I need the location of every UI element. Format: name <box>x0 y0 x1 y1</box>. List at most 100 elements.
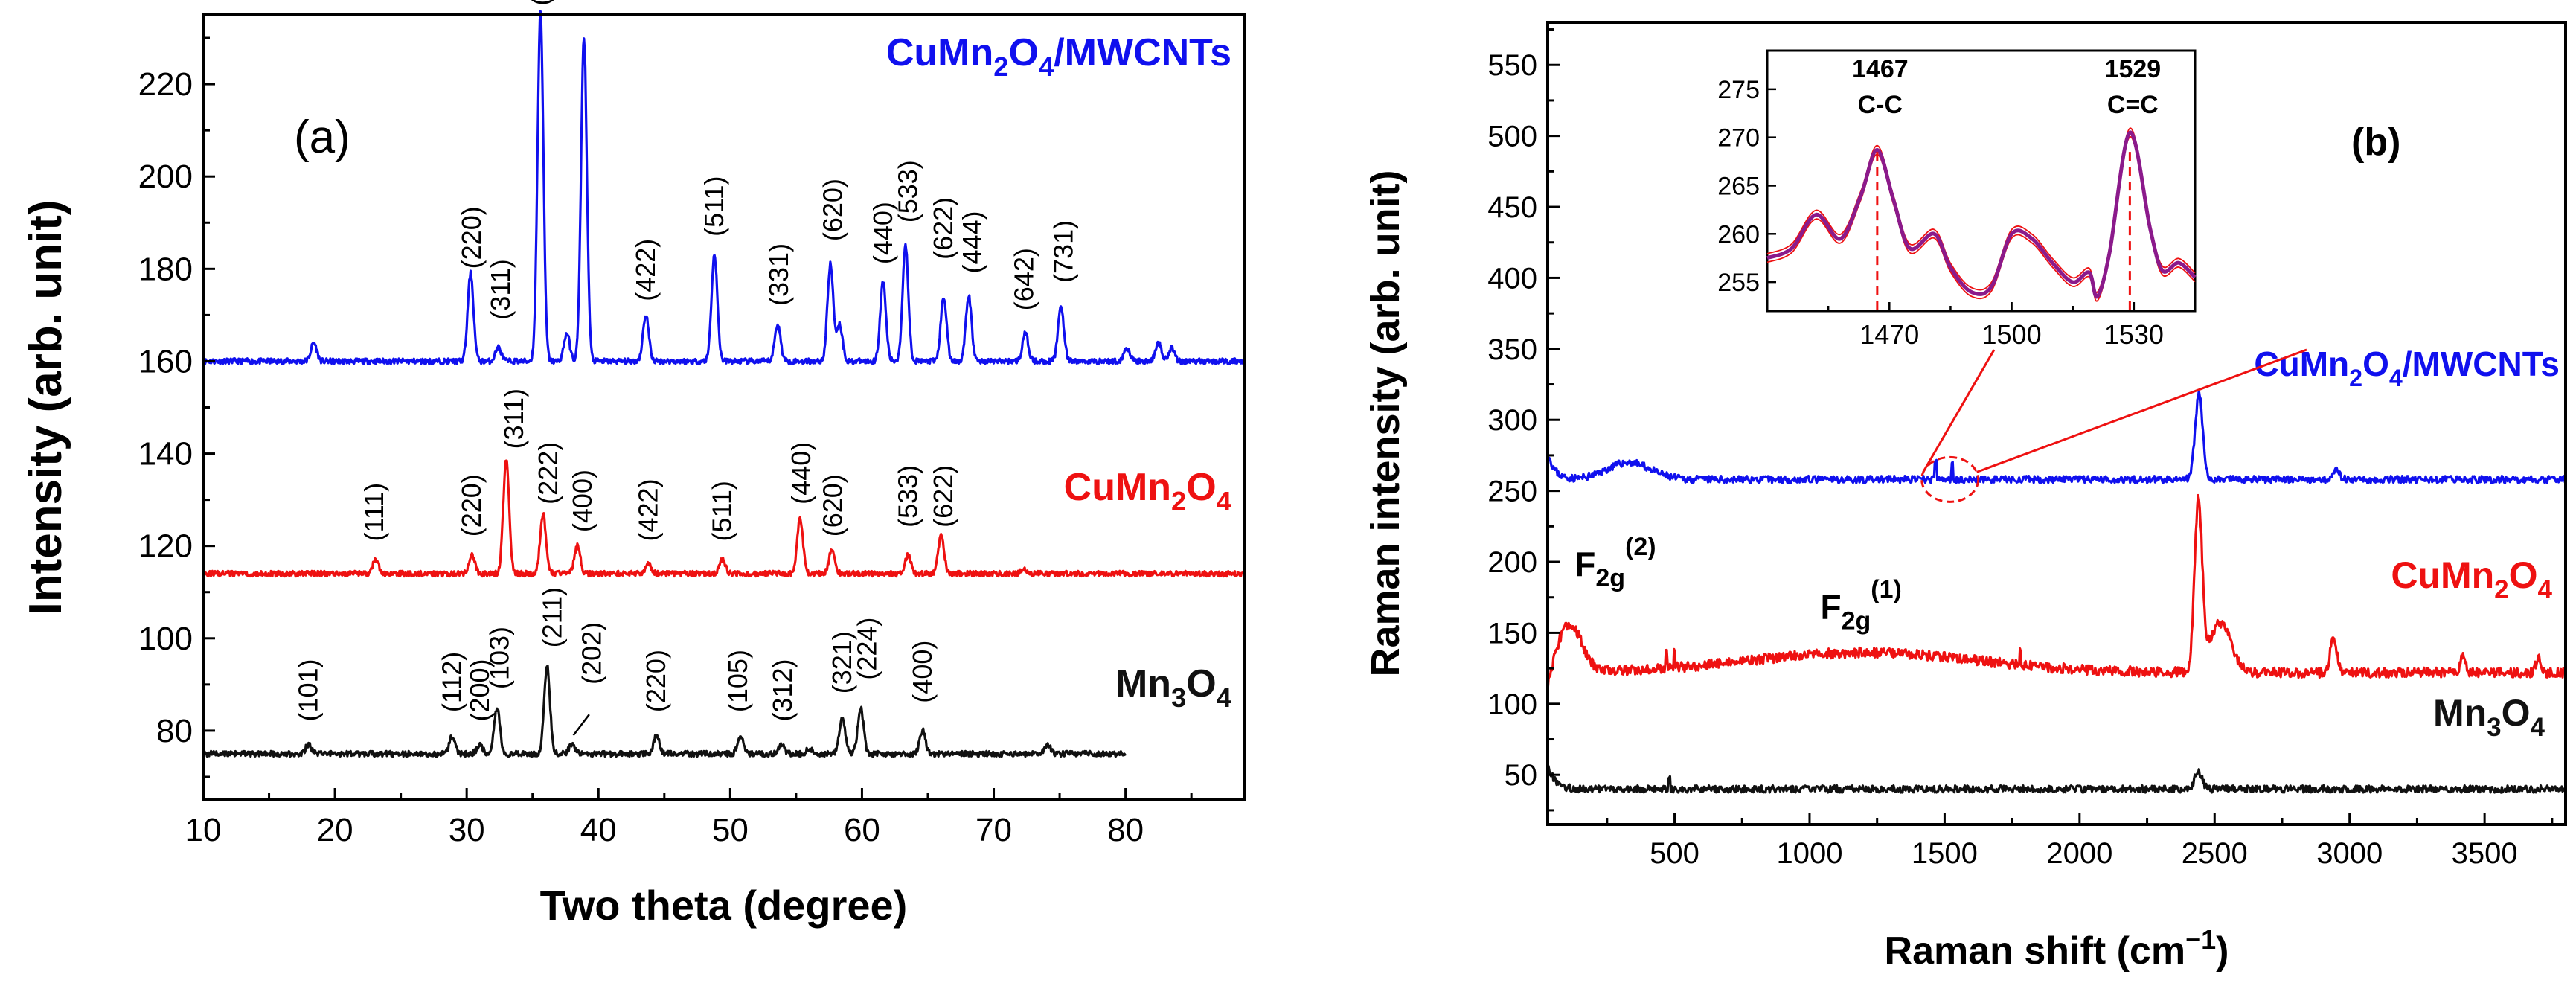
a-series-label-mn3o4-label-mid: O <box>1186 662 1216 705</box>
band-label-sub: 2g <box>1842 606 1871 635</box>
inset-frame <box>1766 49 2197 313</box>
panel-a-curves <box>202 10 1246 758</box>
a-y-tick-label: 160 <box>138 343 193 380</box>
peak-label-cumn2o4-mwcnts-440: (440) <box>868 202 898 264</box>
b-x-tick-label: 3000 <box>2316 837 2383 870</box>
raman-line-mn3o4 <box>1546 764 2566 794</box>
a-series-label-cumn2o4-mwcnts-label-tail: /MWCNTs <box>1054 31 1231 74</box>
a-x-tick-label: 10 <box>185 812 222 848</box>
panel-b-x-title-sup: −1 <box>2185 924 2216 955</box>
b-y-tick-label: 50 <box>1505 759 1538 792</box>
panel-b-raman-chart: 500 1000 1500 2000 2500 3000 35005010015020025… <box>1363 21 2567 973</box>
a-series-label-cumn2o4-mwcnts: CuMn2O4/MWCNTs <box>886 31 1231 82</box>
inset-x-tick-label: 1530 <box>2104 319 2164 350</box>
b-y-tick-label: 100 <box>1487 688 1537 721</box>
b-x-tick-label: 500 <box>1650 837 1699 870</box>
panel-b-label: (b) <box>2351 121 2400 164</box>
band-label-main: F <box>1820 587 1841 626</box>
b-series-label-mn3o4-label-sub2: 4 <box>2531 713 2545 742</box>
peak-label-mn3o4-224: (224) <box>852 618 882 680</box>
a-y-tick-label: 100 <box>138 621 193 657</box>
peak-label-cumn2o4-mwcnts-731: (731) <box>1048 220 1078 283</box>
inset-y-tick-label: 265 <box>1717 172 1760 200</box>
peak-label-cumn2o4-mwcnts-444: (444) <box>957 211 987 273</box>
b-y-tick-label: 250 <box>1487 476 1537 508</box>
peak-label-cumn2o4-mwcnts-331: (331) <box>763 243 794 306</box>
b-y-tick-label: 550 <box>1487 49 1537 82</box>
raman-line-cumn2o4 <box>1546 493 2566 691</box>
b-series-label-mn3o4-label-main: Mn <box>2433 692 2487 734</box>
a-series-label-cumn2o4: CuMn2O4 <box>1064 466 1232 516</box>
b-y-tick-label: 150 <box>1487 617 1537 650</box>
xrd-line-cumn2o4-mwcnts <box>202 10 1246 365</box>
peak-label-cumn2o4-620: (620) <box>817 474 848 537</box>
peak-label-cumn2o4-mwcnts-511: (511) <box>699 176 729 237</box>
a-series-label-cumn2o4-mwcnts-label-sub1: 2 <box>993 51 1008 82</box>
inset-peak-bond-c-c: C=C <box>2107 91 2159 119</box>
inset-chart: 1470 1500 1530 255 260 265 270 275 1467 C-C 1529 C… <box>1717 49 2197 350</box>
band-label-sub: 2g <box>1595 564 1625 592</box>
peak-label-cumn2o4-mwcnts-311: (311) <box>485 259 516 319</box>
b-series-label-mn3o4-label-sub1: 3 <box>2487 713 2501 742</box>
inset-peak-value-1529: 1529 <box>2105 55 2162 83</box>
peak-label-cumn2o4-400: (400) <box>567 470 597 532</box>
peak-label-cumn2o4-mwcnts-422: (422) <box>630 239 661 301</box>
peak-pointer-202 <box>572 714 590 736</box>
a-y-tick-label: 140 <box>138 436 193 473</box>
panel-b-band-labels: F2g(2)F2g(1) <box>1574 533 1902 635</box>
b-x-tick-label: 2500 <box>2182 837 2248 870</box>
zoom-ellipse <box>1920 455 1980 503</box>
a-y-tick-label: 120 <box>138 528 193 565</box>
peak-label-mn3o4-103: (103) <box>484 627 514 689</box>
b-series-label-cumn2o4-mwcnts-label-mid: O <box>2362 345 2389 383</box>
b-series-label-cumn2o4-label-mid: O <box>2509 554 2538 596</box>
inset-curves <box>1766 127 2197 302</box>
a-x-tick-label: 70 <box>975 812 1012 848</box>
panel-b-axis-ticks: 500 1000 1500 2000 2500 3000 35005010015020025… <box>1487 28 2554 870</box>
peak-label-cumn2o4-mwcnts-222: (222) <box>525 0 555 6</box>
peak-label-cumn2o4-111: (111) <box>359 483 389 542</box>
b-y-tick-label: 450 <box>1487 191 1537 224</box>
b-series-label-mn3o4-label-mid: O <box>2502 692 2531 734</box>
a-series-label-mn3o4-label-sub2: 4 <box>1217 682 1232 713</box>
b-x-tick-label: 1500 <box>1912 837 1978 870</box>
a-y-tick-label: 80 <box>156 713 193 749</box>
b-x-tick-label: 1000 <box>1776 837 1842 870</box>
zoom-leader-right <box>1976 348 2307 473</box>
a-y-tick-label: 220 <box>138 66 193 103</box>
peak-label-cumn2o4-mwcnts-642: (642) <box>1008 248 1039 310</box>
peak-label-cumn2o4-mwcnts-622: (622) <box>928 197 958 260</box>
panel-a-label: (a) <box>294 112 350 163</box>
peak-label-mn3o4-202: (202) <box>576 622 606 685</box>
a-series-label-cumn2o4-mwcnts-label-mid: O <box>1009 31 1039 74</box>
band-label-f2g-1: F2g(2) <box>1574 533 1656 592</box>
band-label-sup: (2) <box>1625 533 1656 561</box>
inset-y-tick-label: 255 <box>1717 269 1760 297</box>
panel-b-y-axis-title: Raman intensity (arb. unit) <box>1363 170 1408 676</box>
panel-a-y-axis-title: Intensity (arb. unit) <box>20 200 71 615</box>
a-series-label-mn3o4: Mn3O4 <box>1115 662 1232 713</box>
b-series-label-cumn2o4-mwcnts-label-tail: /MWCNTs <box>2403 345 2560 383</box>
a-series-label-cumn2o4-label-mid: O <box>1186 466 1216 509</box>
peak-label-cumn2o4-mwcnts-220: (220) <box>456 206 487 269</box>
b-series-label-cumn2o4-mwcnts: CuMn2O4/MWCNTs <box>2254 345 2560 391</box>
b-series-label-mn3o4: Mn3O4 <box>2433 692 2545 742</box>
panel-b-plot-frame <box>1546 21 2567 826</box>
band-label-main: F <box>1574 545 1595 583</box>
a-series-label-cumn2o4-mwcnts-label-main: CuMn <box>886 31 993 74</box>
xrd-line-mn3o4 <box>202 665 1127 758</box>
inset-x-tick-label: 1470 <box>1859 319 1919 350</box>
b-series-label-cumn2o4-label-sub2: 4 <box>2538 575 2553 604</box>
a-series-label-cumn2o4-label-main: CuMn <box>1064 466 1171 509</box>
panel-a-x-axis-title: Two theta (degree) <box>540 882 908 929</box>
b-x-tick-label: 3500 <box>2452 837 2518 870</box>
b-y-tick-label: 300 <box>1487 404 1537 437</box>
a-y-tick-label: 200 <box>138 159 193 195</box>
panel-a-xrd-chart: 10 20 30 40 50 60 70 8080100120140160180200220 … <box>20 0 1246 929</box>
inset-axis-ticks: 1470 1500 1530 255 260 265 270 275 <box>1717 76 2164 350</box>
b-series-label-cumn2o4: CuMn2O4 <box>2391 554 2552 604</box>
b-y-tick-label: 350 <box>1487 333 1537 366</box>
peak-label-cumn2o4-422: (422) <box>633 478 664 541</box>
panel-b-x-axis-title: Raman shift (cm−1) <box>1885 924 2229 973</box>
